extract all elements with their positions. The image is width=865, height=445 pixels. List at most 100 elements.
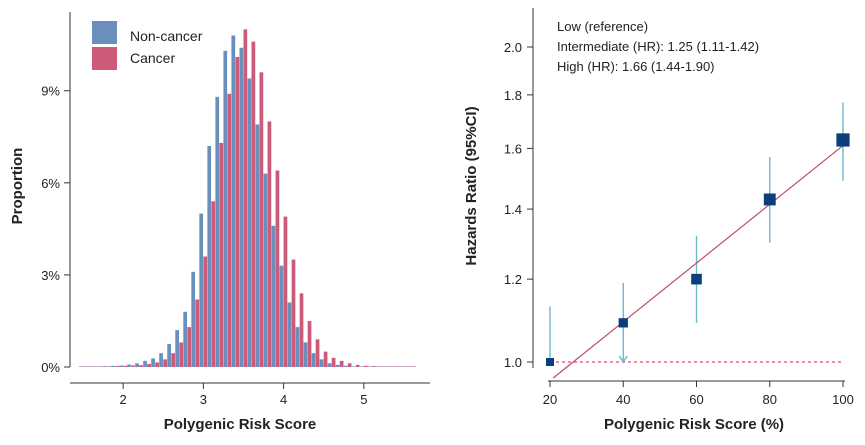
histogram-bar-non-cancer	[151, 358, 155, 367]
histogram-bar-cancer	[371, 366, 376, 367]
hr-x-tick-label: 100	[832, 392, 854, 407]
histogram-bar-cancer	[187, 327, 192, 367]
histogram-bar-non-cancer	[207, 145, 212, 367]
histogram-bar-cancer	[403, 366, 408, 367]
histogram-bar-cancer	[339, 360, 344, 367]
histogram-bar-non-cancer	[255, 124, 260, 367]
histogram-bar-cancer	[123, 365, 127, 367]
hr-marks	[546, 102, 850, 379]
hr-x-tick-label: 80	[763, 392, 777, 407]
histogram-bar-non-cancer	[311, 353, 316, 367]
histogram-bar-cancer	[387, 366, 392, 367]
histogram-bar-cancer	[91, 366, 95, 367]
histogram-bar-non-cancer	[407, 366, 412, 367]
histogram-x-tick-label: 5	[360, 392, 367, 407]
histogram-bar-non-cancer	[119, 365, 123, 367]
histogram-bar-cancer	[83, 366, 87, 367]
histogram-bar-cancer	[347, 363, 352, 367]
annotation-high: High (HR): 1.66 (1.44-1.90)	[557, 59, 715, 74]
histogram-x-tick-label: 2	[120, 392, 127, 407]
histogram-bar-cancer	[331, 357, 336, 367]
histogram-bar-non-cancer	[135, 363, 139, 367]
hr-y-tick-label: 2.0	[504, 40, 522, 55]
histogram-bar-non-cancer	[79, 366, 83, 367]
histogram-bar-non-cancer	[335, 364, 340, 367]
histogram-bar-cancer	[171, 353, 175, 367]
histogram-bar-cancer	[163, 359, 167, 367]
histogram-bar-non-cancer	[263, 173, 268, 367]
histogram-bar-cancer	[291, 259, 296, 367]
histogram-bar-cancer	[411, 366, 416, 367]
histogram-y-tick-label: 3%	[41, 268, 60, 283]
histogram-y-tick-label: 9%	[41, 84, 60, 99]
histogram-bar-non-cancer	[103, 366, 107, 367]
histogram-x-tick-label: 4	[280, 392, 287, 407]
histogram-bar-cancer	[355, 364, 360, 367]
histogram-bar-cancer	[99, 366, 103, 367]
histogram-bar-cancer	[155, 362, 159, 367]
histogram-bar-cancer	[203, 256, 208, 367]
histogram-bar-non-cancer	[399, 366, 404, 367]
hr-y-tick-label: 1.2	[504, 272, 522, 287]
histogram-x-tick-label: 3	[200, 392, 207, 407]
histogram-bar-cancer	[283, 216, 288, 367]
histogram-y-tick-label: 0%	[41, 360, 60, 375]
histogram-bar-non-cancer	[87, 366, 91, 367]
histogram-bar-non-cancer	[327, 363, 332, 367]
hr-y-tick-label: 1.6	[504, 141, 522, 156]
histogram-bar-cancer	[115, 366, 119, 367]
histogram-bar-non-cancer	[343, 365, 348, 367]
histogram-bar-non-cancer	[391, 366, 396, 367]
hr-trend-line	[552, 145, 844, 379]
histogram-bar-non-cancer	[303, 342, 308, 367]
histogram-bar-cancer	[315, 339, 320, 367]
histogram-bar-non-cancer	[287, 302, 292, 367]
histogram-bar-non-cancer	[159, 353, 163, 367]
histogram-bar-non-cancer	[383, 366, 388, 367]
legend-label-non-cancer: Non-cancer	[130, 28, 203, 44]
histogram-bar-non-cancer	[367, 366, 372, 367]
histogram-y-tick-label: 6%	[41, 176, 60, 191]
histogram-bar-non-cancer	[223, 50, 228, 367]
hr-point	[546, 358, 554, 366]
histogram-bar-non-cancer	[375, 366, 380, 367]
hr-error-bar-arrow	[618, 355, 628, 364]
histogram-x-axis-title: Polygenic Risk Score	[164, 416, 317, 433]
histogram-bar-cancer	[107, 366, 111, 367]
histogram-bar-non-cancer	[271, 225, 276, 367]
hr-x-tick-label: 60	[689, 392, 703, 407]
hr-y-tick-label: 1.4	[504, 202, 522, 217]
histogram-bar-cancer	[211, 201, 216, 367]
histogram-x-ticks: 2 3 4 5	[120, 383, 367, 407]
histogram-bar-non-cancer	[143, 360, 147, 367]
hr-annotations: Low (reference) Intermediate (HR): 1.25 …	[557, 19, 759, 74]
histogram-bar-non-cancer	[127, 364, 131, 367]
histogram-bar-cancer	[195, 299, 200, 367]
legend-swatch-non-cancer	[92, 21, 117, 44]
hr-x-tick-label: 40	[616, 392, 630, 407]
histogram-bar-cancer	[139, 365, 143, 367]
hr-y-axis-title: Hazards Ratio (95%CI)	[463, 106, 480, 265]
hr-point	[763, 193, 776, 206]
histogram-y-ticks: 0% 3% 6% 9%	[41, 84, 70, 375]
histogram-bar-non-cancer	[359, 366, 364, 367]
histogram-bar-cancer	[179, 342, 184, 367]
histogram-panel: 0% 3% 6% 9% 2 3 4 5 Polygenic Risk Score Propo…	[9, 12, 430, 433]
histogram-bar-cancer	[363, 365, 368, 367]
histogram-bar-non-cancer	[95, 366, 99, 367]
annotation-intermediate: Intermediate (HR): 1.25 (1.11-1.42)	[557, 39, 759, 54]
histogram-bar-cancer	[395, 366, 400, 367]
histogram-bar-non-cancer	[175, 330, 179, 367]
histogram-bar-non-cancer	[351, 366, 356, 367]
histogram-bar-non-cancer	[191, 271, 196, 367]
histogram-bar-cancer	[251, 41, 256, 367]
hr-x-axis-title: Polygenic Risk Score (%)	[604, 416, 784, 433]
histogram-bars	[79, 29, 416, 368]
histogram-bar-cancer	[275, 170, 280, 367]
histogram-bar-cancer	[379, 366, 384, 367]
hr-y-tick-label: 1.0	[504, 355, 522, 370]
histogram-bar-non-cancer	[199, 213, 204, 367]
histogram-bar-cancer	[219, 142, 224, 367]
histogram-bar-cancer	[299, 293, 304, 367]
